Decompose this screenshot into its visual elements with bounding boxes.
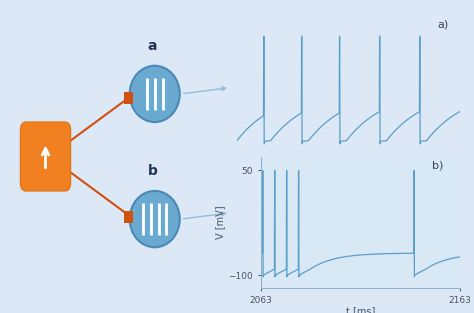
Text: b: b (147, 164, 157, 178)
Ellipse shape (130, 191, 180, 247)
Ellipse shape (130, 66, 180, 122)
X-axis label: t [ms]: t [ms] (346, 306, 375, 313)
FancyBboxPatch shape (20, 122, 71, 191)
Text: b): b) (432, 161, 444, 171)
Text: a): a) (438, 20, 448, 30)
FancyBboxPatch shape (124, 211, 133, 223)
Text: a: a (148, 39, 157, 53)
FancyBboxPatch shape (124, 92, 133, 104)
Y-axis label: V [mV]: V [mV] (216, 205, 226, 239)
